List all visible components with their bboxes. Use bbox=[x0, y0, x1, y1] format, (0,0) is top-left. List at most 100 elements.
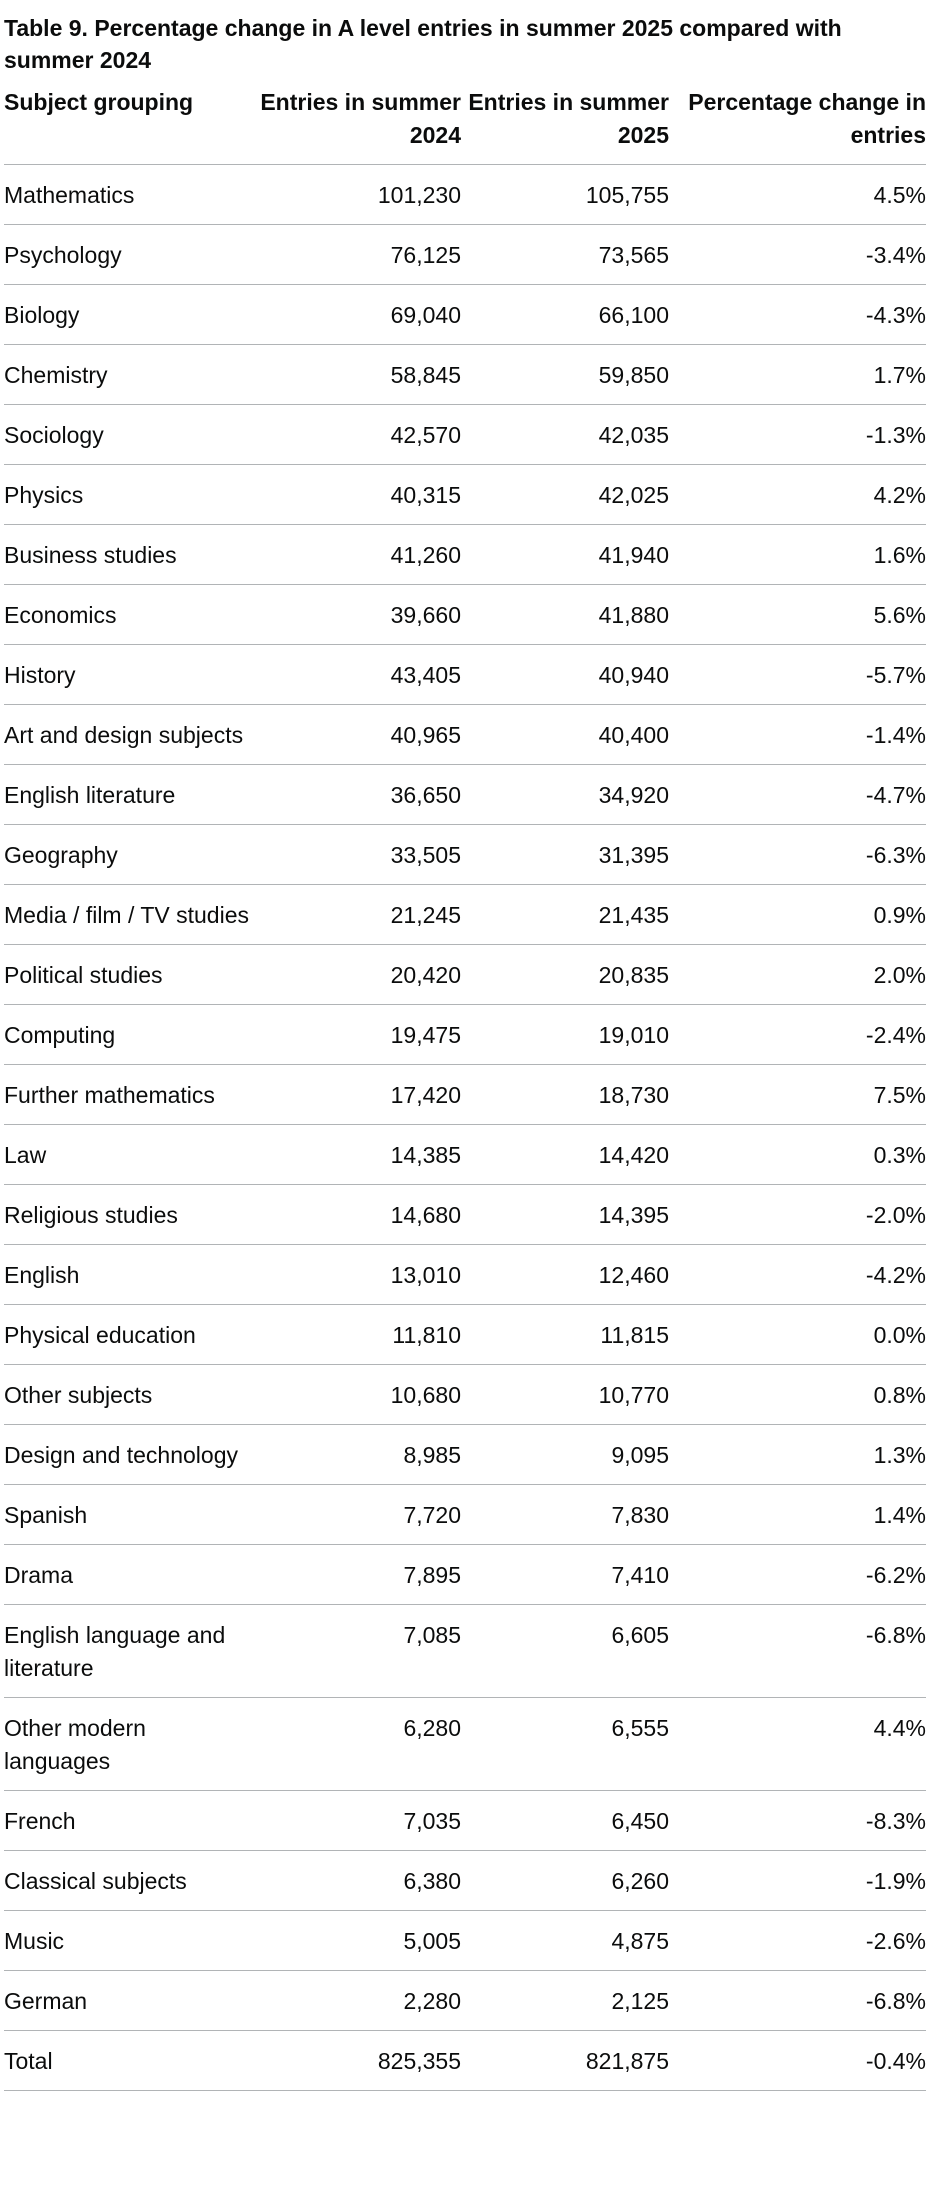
subject-cell: Religious studies bbox=[4, 1184, 256, 1245]
entries-2025-cell: 14,395 bbox=[461, 1184, 669, 1245]
percentage-change-cell: -0.4% bbox=[669, 2030, 926, 2091]
table-row: Sociology 42,570 42,035 -1.3% bbox=[4, 404, 926, 465]
entries-2024-cell: 39,660 bbox=[256, 584, 461, 645]
table-row: Law 14,385 14,420 0.3% bbox=[4, 1124, 926, 1185]
percentage-change-cell: 1.4% bbox=[669, 1484, 926, 1545]
total-row: Total 825,355 821,875 -0.4% bbox=[4, 2030, 926, 2091]
subject-cell: Sociology bbox=[4, 404, 256, 465]
entries-2024-cell: 6,380 bbox=[256, 1850, 461, 1911]
table-row: Religious studies 14,680 14,395 -2.0% bbox=[4, 1184, 926, 1245]
percentage-change-cell: 5.6% bbox=[669, 584, 926, 645]
entries-2025-cell: 66,100 bbox=[461, 284, 669, 345]
entries-2025-cell: 40,940 bbox=[461, 644, 669, 705]
subject-cell: Further mathematics bbox=[4, 1064, 256, 1125]
table-row: Biology 69,040 66,100 -4.3% bbox=[4, 284, 926, 345]
table-row: German 2,280 2,125 -6.8% bbox=[4, 1970, 926, 2031]
percentage-change-cell: -6.8% bbox=[669, 1970, 926, 2031]
percentage-change-cell: 4.5% bbox=[669, 164, 926, 225]
percentage-change-cell: 4.2% bbox=[669, 464, 926, 525]
entries-2024-cell: 76,125 bbox=[256, 224, 461, 285]
percentage-change-cell: -1.9% bbox=[669, 1850, 926, 1911]
entries-2025-cell: 6,555 bbox=[461, 1697, 669, 1791]
table-row: Computing 19,475 19,010 -2.4% bbox=[4, 1004, 926, 1065]
entries-2025-cell: 73,565 bbox=[461, 224, 669, 285]
entries-2025-cell: 11,815 bbox=[461, 1304, 669, 1365]
entries-2025-cell: 9,095 bbox=[461, 1424, 669, 1485]
subject-cell: Music bbox=[4, 1910, 256, 1971]
entries-2024-cell: 43,405 bbox=[256, 644, 461, 705]
entries-2024-cell: 7,895 bbox=[256, 1544, 461, 1605]
subject-cell: Business studies bbox=[4, 524, 256, 585]
table-header: Subject grouping Entries in summer 2024 … bbox=[4, 86, 926, 165]
entries-2025-cell: 41,940 bbox=[461, 524, 669, 585]
entries-2024-cell: 7,085 bbox=[256, 1604, 461, 1698]
entries-2024-cell: 6,280 bbox=[256, 1697, 461, 1791]
subject-cell: Political studies bbox=[4, 944, 256, 1005]
header-entries-2024: Entries in summer 2024 bbox=[256, 86, 461, 165]
table-row: Drama 7,895 7,410 -6.2% bbox=[4, 1544, 926, 1605]
percentage-change-cell: 1.6% bbox=[669, 524, 926, 585]
percentage-change-cell: -4.3% bbox=[669, 284, 926, 345]
table-row: Music 5,005 4,875 -2.6% bbox=[4, 1910, 926, 1971]
percentage-change-cell: 2.0% bbox=[669, 944, 926, 1005]
subject-cell: Psychology bbox=[4, 224, 256, 285]
entries-2024-cell: 14,385 bbox=[256, 1124, 461, 1185]
subject-cell: Physics bbox=[4, 464, 256, 525]
percentage-change-cell: -1.4% bbox=[669, 704, 926, 765]
entries-2025-cell: 2,125 bbox=[461, 1970, 669, 2031]
table-row: English literature 36,650 34,920 -4.7% bbox=[4, 764, 926, 825]
entries-2025-cell: 14,420 bbox=[461, 1124, 669, 1185]
percentage-change-cell: 1.3% bbox=[669, 1424, 926, 1485]
table-row: English language and literature 7,085 6,60… bbox=[4, 1604, 926, 1698]
subject-cell: Mathematics bbox=[4, 164, 256, 225]
entries-2024-cell: 13,010 bbox=[256, 1244, 461, 1305]
percentage-change-cell: 0.3% bbox=[669, 1124, 926, 1185]
table-row: Design and technology 8,985 9,095 1.3% bbox=[4, 1424, 926, 1485]
entries-2024-cell: 101,230 bbox=[256, 164, 461, 225]
subject-cell: English language and literature bbox=[4, 1604, 256, 1698]
table-row: Physical education 11,810 11,815 0.0% bbox=[4, 1304, 926, 1365]
percentage-change-cell: -5.7% bbox=[669, 644, 926, 705]
entries-2024-cell: 7,035 bbox=[256, 1790, 461, 1851]
entries-2025-cell: 7,410 bbox=[461, 1544, 669, 1605]
table-row: Classical subjects 6,380 6,260 -1.9% bbox=[4, 1850, 926, 1911]
subject-cell: Drama bbox=[4, 1544, 256, 1605]
subject-cell: Law bbox=[4, 1124, 256, 1185]
table-row: Psychology 76,125 73,565 -3.4% bbox=[4, 224, 926, 285]
percentage-change-cell: 4.4% bbox=[669, 1697, 926, 1791]
percentage-change-cell: 0.8% bbox=[669, 1364, 926, 1425]
table-caption: Table 9. Percentage change in A level en… bbox=[4, 15, 842, 73]
percentage-change-cell: 7.5% bbox=[669, 1064, 926, 1125]
entries-2024-cell: 8,985 bbox=[256, 1424, 461, 1485]
subject-cell: English bbox=[4, 1244, 256, 1305]
table-row: Business studies 41,260 41,940 1.6% bbox=[4, 524, 926, 585]
table-row: English 13,010 12,460 -4.2% bbox=[4, 1244, 926, 1305]
entries-2025-cell: 10,770 bbox=[461, 1364, 669, 1425]
header-row: Subject grouping Entries in summer 2024 … bbox=[4, 86, 926, 165]
header-subject: Subject grouping bbox=[4, 86, 256, 165]
table-row: Further mathematics 17,420 18,730 7.5% bbox=[4, 1064, 926, 1125]
entries-2024-cell: 10,680 bbox=[256, 1364, 461, 1425]
entries-2024-cell: 11,810 bbox=[256, 1304, 461, 1365]
table-row: Geography 33,505 31,395 -6.3% bbox=[4, 824, 926, 885]
table-row: Political studies 20,420 20,835 2.0% bbox=[4, 944, 926, 1005]
subject-cell: German bbox=[4, 1970, 256, 2031]
table-row: History 43,405 40,940 -5.7% bbox=[4, 644, 926, 705]
entries-2024-cell: 36,650 bbox=[256, 764, 461, 825]
percentage-change-cell: -3.4% bbox=[669, 224, 926, 285]
entries-2024-cell: 825,355 bbox=[256, 2030, 461, 2091]
entries-2024-cell: 17,420 bbox=[256, 1064, 461, 1125]
table-row: Economics 39,660 41,880 5.6% bbox=[4, 584, 926, 645]
entries-2024-cell: 69,040 bbox=[256, 284, 461, 345]
entries-2024-cell: 58,845 bbox=[256, 344, 461, 405]
subject-cell: French bbox=[4, 1790, 256, 1851]
entries-table: Subject grouping Entries in summer 2024 … bbox=[4, 86, 926, 2091]
subject-cell: Design and technology bbox=[4, 1424, 256, 1485]
entries-2025-cell: 7,830 bbox=[461, 1484, 669, 1545]
subject-cell: Total bbox=[4, 2030, 256, 2091]
table-body: Mathematics 101,230 105,755 4.5% Psychology 7… bbox=[4, 164, 926, 2091]
entries-2024-cell: 20,420 bbox=[256, 944, 461, 1005]
subject-cell: Classical subjects bbox=[4, 1850, 256, 1911]
entries-2025-cell: 105,755 bbox=[461, 164, 669, 225]
entries-2025-cell: 34,920 bbox=[461, 764, 669, 825]
